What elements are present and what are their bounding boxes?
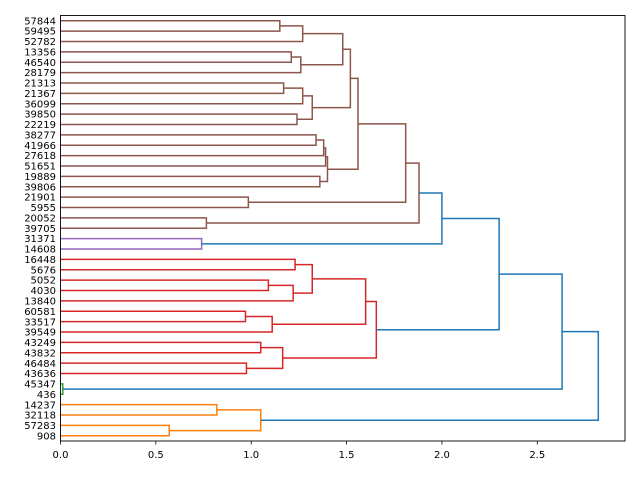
leaf-label: 31371: [24, 234, 56, 245]
leaf-label: 5052: [31, 276, 56, 287]
dendrogram-link: [60, 19, 281, 32]
dendrogram-link: [300, 32, 344, 66]
leaf-label: 19889: [24, 172, 56, 183]
leaf-label: 32118: [24, 411, 56, 422]
dendrogram-link: [60, 134, 317, 146]
dendrogram-link: [376, 217, 500, 331]
x-tick-label: 0.5: [148, 450, 164, 461]
leaf-label: 13356: [24, 47, 56, 58]
dendrogram-link: [312, 48, 352, 109]
x-axis-ticks: 0.0 0.5 1.0 1.5 2.0 2.5: [53, 441, 545, 461]
dendrogram-link: [206, 162, 420, 224]
dendrogram-link: [60, 25, 304, 43]
leaf-label: 57283: [24, 421, 56, 432]
leaf-label: 20052: [24, 213, 56, 224]
leaf-label: 21367: [24, 89, 56, 100]
dendrogram-link: [60, 196, 250, 209]
leaf-label: 21901: [24, 193, 56, 204]
dendrogram-link: [60, 56, 302, 74]
leaf-label: 43636: [24, 369, 56, 380]
dendrogram-links: [60, 19, 600, 437]
dendrogram-link: [296, 95, 313, 121]
leaf-label: 436: [37, 390, 56, 401]
leaf-label: 22219: [24, 120, 56, 131]
dendrogram-link: [60, 237, 203, 250]
leaf-label: 51651: [24, 162, 56, 173]
leaf-label: 5676: [31, 265, 56, 276]
dendrogram-link: [60, 175, 321, 188]
dendrogram-link: [60, 217, 208, 229]
dendrogram-link: [60, 383, 64, 396]
leaf-label: 46540: [24, 58, 56, 69]
dendrogram-link: [60, 87, 304, 105]
x-tick-label: 2.5: [529, 450, 545, 461]
leaf-label: 43832: [24, 348, 56, 359]
leaf-label: 39806: [24, 182, 56, 193]
leaf-label: 52782: [24, 37, 56, 48]
leaf-label: 27618: [24, 151, 56, 162]
dendrogram-link: [60, 139, 325, 157]
dendrogram-link: [60, 315, 273, 333]
dendrogram-link: [60, 284, 294, 302]
x-tick-label: 1.5: [339, 450, 355, 461]
dendrogram-link: [293, 263, 313, 294]
dendrogram-link: [319, 156, 329, 183]
leaf-label: 13840: [24, 296, 56, 307]
leaf-label: 5955: [31, 203, 56, 214]
leaf-labels: 5784459495527821335646540281792131321367…: [24, 16, 56, 442]
leaf-label: 16448: [24, 255, 56, 266]
leaf-label: 28179: [24, 68, 56, 79]
dendrogram-link: [60, 424, 170, 437]
leaf-label: 21313: [24, 79, 56, 90]
dendrogram-link: [248, 123, 407, 204]
leaf-label: 60581: [24, 307, 56, 318]
leaf-label: 4030: [31, 286, 56, 297]
leaf-label: 14237: [24, 400, 56, 411]
leaf-label: 39850: [24, 110, 56, 121]
dendrogram-link: [60, 341, 262, 354]
leaf-label: 41966: [24, 141, 56, 152]
leaf-label: 908: [37, 431, 56, 442]
dendrogram-link: [246, 346, 284, 370]
axes-frame: [60, 15, 626, 442]
leaf-label: 39705: [24, 224, 56, 235]
dendrogram-link: [260, 330, 600, 421]
leaf-label: 46484: [24, 359, 56, 370]
leaf-label: 43249: [24, 338, 56, 349]
x-tick-label: 0.0: [53, 450, 69, 461]
dendrogram-link: [60, 362, 248, 375]
leaf-label: 59495: [24, 27, 56, 38]
leaf-label: 39549: [24, 328, 56, 339]
leaf-label: 14608: [24, 245, 56, 256]
leaf-label: 33517: [24, 317, 56, 328]
leaf-label: 36099: [24, 99, 56, 110]
dendrogram-link: [60, 310, 247, 323]
dendrogram-link: [60, 258, 296, 271]
x-tick-label: 1.0: [243, 450, 259, 461]
dendrogram-link: [272, 278, 367, 325]
dendrogram-link: [60, 82, 285, 95]
dendrogram-link: [60, 147, 327, 167]
dendrogram-link: [60, 51, 293, 63]
dendrogram-link: [169, 409, 262, 432]
dendrogram-link: [60, 113, 298, 126]
x-tick-label: 2.0: [434, 450, 450, 461]
dendrogram-link: [327, 77, 359, 170]
dendrogram-link: [60, 279, 270, 292]
leaf-label: 38277: [24, 130, 56, 141]
dendrogram-link: [60, 403, 218, 416]
leaf-label: 45347: [24, 380, 56, 391]
leaf-label: 57844: [24, 16, 56, 27]
dendrogram-link: [282, 300, 378, 359]
